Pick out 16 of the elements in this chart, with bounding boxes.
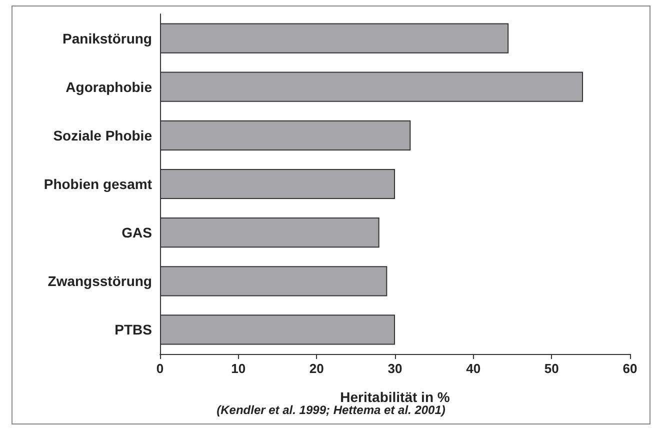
- x-tick-label: 10: [231, 361, 246, 376]
- text: (Kendler et al. 1999; Hettema et al. 2001): [216, 403, 446, 417]
- y-tick-label: GAS: [122, 224, 152, 241]
- x-axis-title: Heritabilität in %: [340, 389, 450, 405]
- y-tick-label: Phobien gesamt: [44, 176, 152, 192]
- x-tick-label: 60: [622, 361, 638, 376]
- x-tick-label: 40: [466, 361, 481, 376]
- y-tick-label: Zwangsstörung: [48, 273, 152, 290]
- x-tick-label: 20: [309, 361, 324, 376]
- x-tick-label: 50: [544, 361, 559, 376]
- y-tick-label: Agoraphobie: [66, 78, 152, 95]
- x-tick-label: 0: [156, 361, 164, 376]
- y-tick-label: PTBS: [114, 322, 152, 338]
- y-tick-label: Soziale Phobie: [53, 127, 152, 144]
- x-tick-label: 30: [388, 361, 402, 376]
- y-tick-label: Panikstörung: [62, 30, 152, 46]
